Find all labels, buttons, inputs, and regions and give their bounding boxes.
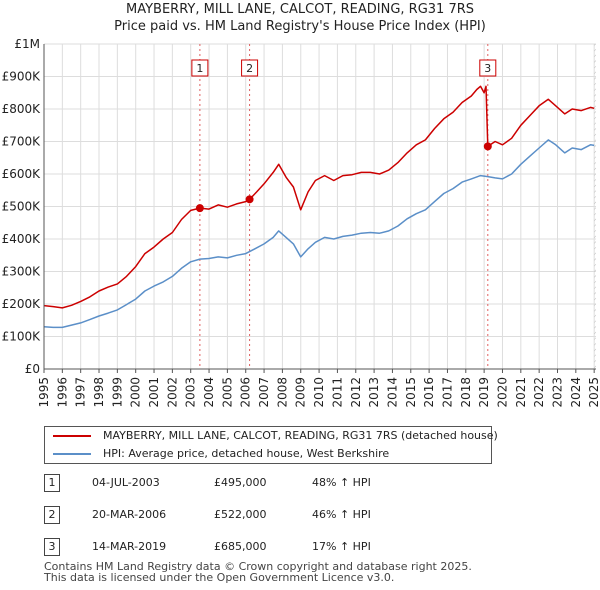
- sale-point: [245, 195, 254, 204]
- sale-number-badge: 3: [44, 538, 60, 556]
- x-tick-label: 2018: [459, 377, 473, 408]
- y-tick-label: £400K: [2, 232, 42, 246]
- chart-subtitle: Price paid vs. HM Land Registry's House …: [114, 19, 486, 34]
- x-tick-label: 2005: [220, 377, 234, 408]
- sale-marker-label: 1: [196, 62, 203, 75]
- sale-number-badge: 2: [44, 506, 60, 524]
- sale-price: £495,000: [214, 476, 267, 489]
- footer-licence: This data is licensed under the Open Gov…: [44, 571, 395, 584]
- x-tick-label: 2003: [184, 377, 198, 408]
- footer: Contains HM Land Registry data © Crown c…: [44, 561, 472, 583]
- x-tick-label: 2000: [129, 377, 143, 408]
- legend-hpi-label: HPI: Average price, detached house, West…: [103, 447, 390, 460]
- sale-marker-label: 2: [246, 62, 253, 75]
- sale-hpi-change: 17% ↑ HPI: [312, 540, 371, 553]
- sale-row: 3 14-MAR-2019 £685,000 17% ↑ HPI: [44, 538, 444, 558]
- x-tick-label: 2011: [330, 377, 344, 408]
- x-tick-label: 2020: [495, 377, 509, 408]
- sale-marker-badge: 3: [479, 59, 497, 77]
- sale-marker-box: [241, 59, 259, 77]
- x-tick-label: 2010: [312, 377, 326, 408]
- x-tick-label: 2023: [550, 377, 564, 408]
- sale-marker-badge: 2: [241, 59, 259, 77]
- sale-row: 1 04-JUL-2003 £495,000 48% ↑ HPI: [44, 474, 444, 494]
- y-tick-label: £200K: [2, 297, 42, 311]
- y-tick-label: £100K: [2, 330, 42, 344]
- x-tick-label: 2012: [349, 377, 363, 408]
- sale-point: [195, 204, 204, 213]
- x-tick-label: 2024: [569, 377, 583, 408]
- x-tick-label: 2004: [202, 377, 216, 408]
- property-series-line: [43, 85, 595, 309]
- sale-row: 2 20-MAR-2006 £522,000 46% ↑ HPI: [44, 506, 444, 526]
- y-tick-label: £500K: [2, 200, 42, 214]
- x-tick-label: 2014: [385, 377, 399, 408]
- x-tick-label: 2006: [239, 377, 253, 408]
- legend-item-hpi: HPI: Average price, detached house, West…: [45, 445, 491, 463]
- y-tick-label: £0: [25, 362, 40, 376]
- footer-copyright: Contains HM Land Registry data © Crown c…: [44, 560, 472, 573]
- y-tick-label: £1M: [14, 37, 40, 51]
- legend-hpi-line: [53, 453, 91, 455]
- y-tick-label: £900K: [2, 70, 42, 84]
- sale-marker-box: [479, 59, 497, 77]
- sale-marker-badge: 1: [191, 59, 209, 77]
- x-tick-label: 2025: [587, 377, 600, 408]
- sale-price: £685,000: [214, 540, 267, 553]
- legend-item-property: MAYBERRY, MILL LANE, CALCOT, READING, RG…: [45, 427, 498, 445]
- sale-marker-label: 3: [484, 62, 491, 75]
- x-tick-label: 2019: [477, 377, 491, 408]
- legend-property-line: [53, 435, 91, 437]
- x-tick-label: 1999: [110, 377, 124, 408]
- chart-title: MAYBERRY, MILL LANE, CALCOT, READING, RG…: [125, 2, 475, 17]
- x-tick-label: 1998: [92, 377, 106, 408]
- y-tick-label: £700K: [2, 135, 42, 149]
- sale-number-badge: 1: [44, 474, 60, 492]
- x-tick-label: 2009: [294, 377, 308, 408]
- sale-marker-box: [191, 59, 209, 77]
- x-tick-label: 2016: [422, 377, 436, 408]
- x-tick-label: 2021: [514, 377, 528, 408]
- y-tick-label: £600K: [2, 167, 42, 181]
- sale-hpi-change: 48% ↑ HPI: [312, 476, 371, 489]
- x-tick-label: 1997: [74, 377, 88, 408]
- legend: MAYBERRY, MILL LANE, CALCOT, READING, RG…: [44, 426, 498, 464]
- sale-hpi-change: 46% ↑ HPI: [312, 508, 371, 521]
- x-tick-label: 2017: [440, 377, 454, 408]
- x-tick-label: 2001: [147, 377, 161, 408]
- sale-point: [483, 142, 492, 151]
- x-tick-label: 2007: [257, 377, 271, 408]
- x-tick-label: 1996: [55, 377, 69, 408]
- x-tick-label: 2022: [532, 377, 546, 408]
- legend-property-label: MAYBERRY, MILL LANE, CALCOT, READING, RG…: [103, 429, 498, 442]
- forecast-hatch: [594, 44, 596, 369]
- y-tick-label: £800K: [2, 102, 42, 116]
- x-tick-label: 2013: [367, 377, 381, 408]
- sale-date: 20-MAR-2006: [92, 508, 167, 521]
- x-tick-label: 1995: [37, 377, 51, 408]
- x-tick-label: 2002: [165, 377, 179, 408]
- sale-price: £522,000: [214, 508, 267, 521]
- sale-date: 04-JUL-2003: [92, 476, 160, 489]
- y-tick-label: £300K: [2, 265, 42, 279]
- sale-date: 14-MAR-2019: [92, 540, 167, 553]
- x-tick-label: 2015: [404, 377, 418, 408]
- hpi-series-line: [43, 139, 595, 329]
- price-chart: £0 £100K £200K £300K £400K £500K £600K £700K £80…: [2, 37, 600, 408]
- x-tick-label: 2008: [275, 377, 289, 408]
